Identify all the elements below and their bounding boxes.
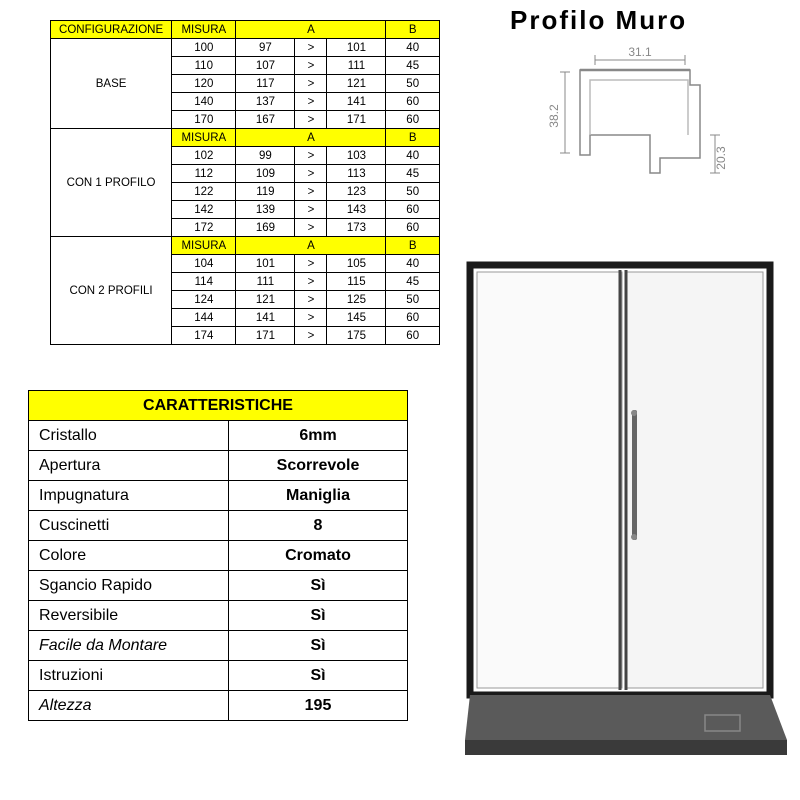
- characteristics-table: CARATTERISTICHE Cristallo6mmAperturaScor…: [28, 390, 408, 721]
- config-section-label: CON 1 PROFILO: [51, 129, 172, 237]
- char-value: 6mm: [229, 421, 408, 451]
- char-row: Altezza195: [29, 691, 408, 721]
- char-row: ImpugnaturaManiglia: [29, 481, 408, 511]
- profilo-muro-title: Profilo Muro: [510, 5, 687, 36]
- shower-door-diagram: [465, 260, 790, 760]
- char-value: 195: [229, 691, 408, 721]
- char-label: Altezza: [29, 691, 229, 721]
- char-value: Sì: [229, 601, 408, 631]
- table-row: BASE10097>10140: [51, 39, 440, 57]
- dim-right: 20.3: [714, 146, 728, 170]
- col-configurazione: CONFIGURAZIONE: [51, 21, 172, 39]
- char-row: IstruzioniSì: [29, 661, 408, 691]
- char-label: Sgancio Rapido: [29, 571, 229, 601]
- char-value: Scorrevole: [229, 451, 408, 481]
- char-row: ColoreCromato: [29, 541, 408, 571]
- profile-cross-section-diagram: 31.1 38.2 20.3: [540, 40, 740, 190]
- char-title: CARATTERISTICHE: [29, 391, 408, 421]
- configuration-table: CONFIGURAZIONE MISURA A B BASE10097>1014…: [50, 20, 440, 345]
- char-row: Facile da MontareSì: [29, 631, 408, 661]
- char-value: Maniglia: [229, 481, 408, 511]
- char-row: ReversibileSì: [29, 601, 408, 631]
- char-label: Apertura: [29, 451, 229, 481]
- char-label: Istruzioni: [29, 661, 229, 691]
- char-label: Facile da Montare: [29, 631, 229, 661]
- char-value: Cromato: [229, 541, 408, 571]
- char-value: Sì: [229, 571, 408, 601]
- char-value: 8: [229, 511, 408, 541]
- char-row: AperturaScorrevole: [29, 451, 408, 481]
- dim-left: 38.2: [547, 104, 561, 128]
- char-label: Cuscinetti: [29, 511, 229, 541]
- char-label: Reversibile: [29, 601, 229, 631]
- dim-top: 31.1: [628, 45, 652, 59]
- char-row: Sgancio RapidoSì: [29, 571, 408, 601]
- char-label: Colore: [29, 541, 229, 571]
- col-misura: MISURA: [172, 21, 236, 39]
- col-a: A: [236, 21, 386, 39]
- char-label: Impugnatura: [29, 481, 229, 511]
- char-row: Cuscinetti8: [29, 511, 408, 541]
- char-value: Sì: [229, 631, 408, 661]
- char-row: Cristallo6mm: [29, 421, 408, 451]
- config-section-label: BASE: [51, 39, 172, 129]
- char-value: Sì: [229, 661, 408, 691]
- config-section-label: CON 2 PROFILI: [51, 237, 172, 345]
- char-label: Cristallo: [29, 421, 229, 451]
- col-b: B: [386, 21, 440, 39]
